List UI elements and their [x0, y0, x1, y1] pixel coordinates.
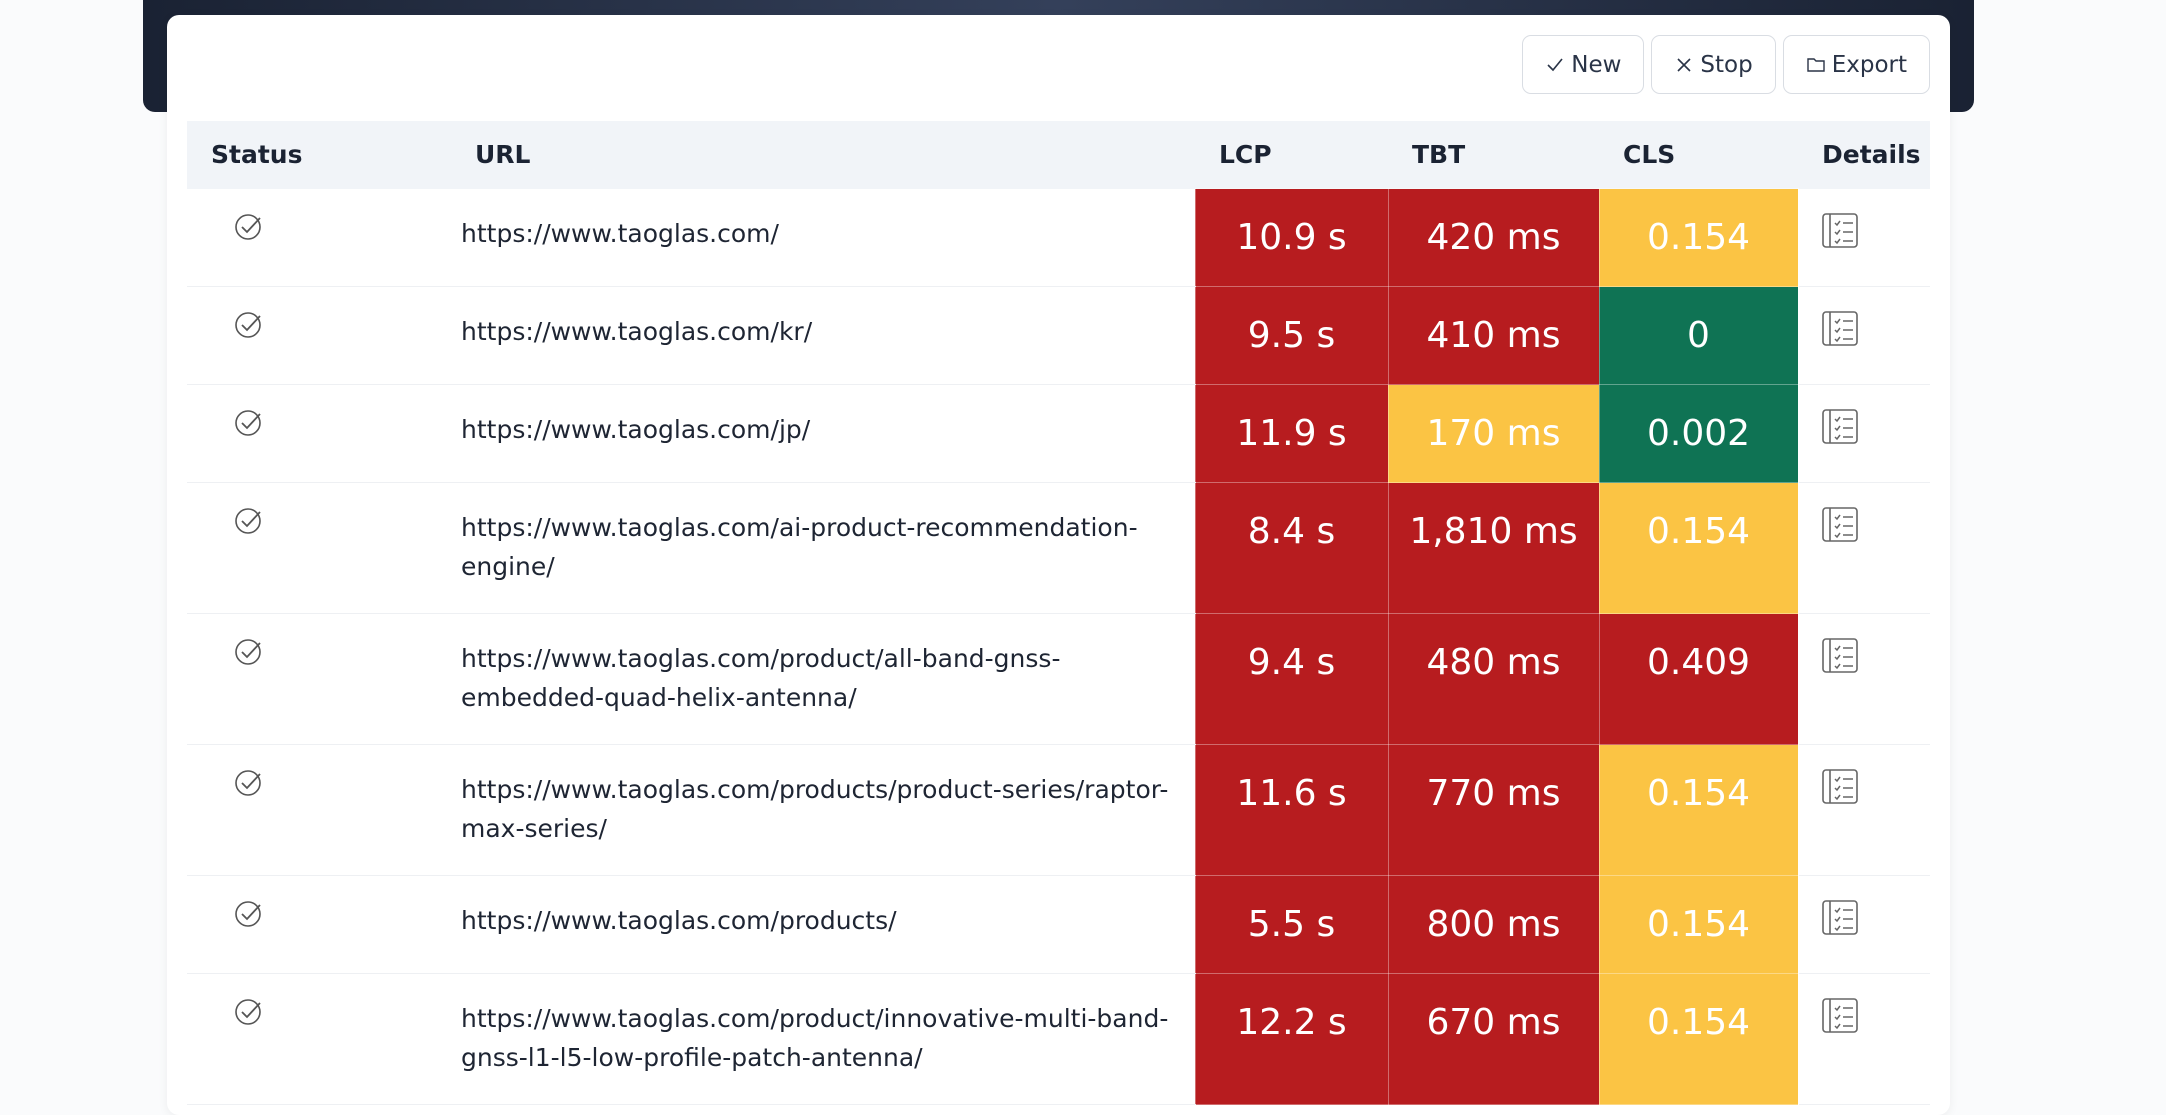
cls-cell: 0.154	[1598, 875, 1799, 974]
status-cell	[187, 482, 451, 614]
status-icon	[235, 999, 261, 1025]
details-icon[interactable]	[1821, 211, 1861, 251]
column-header: Status	[187, 121, 451, 189]
details-cell	[1798, 384, 1930, 483]
url-cell: https://www.taoglas.com/products/	[451, 875, 1195, 974]
column-header: URL	[451, 121, 1195, 189]
header-row: Status URL LCP TBT CLS Details	[187, 121, 1930, 189]
column-header: TBT	[1388, 121, 1599, 189]
status-icon	[235, 410, 261, 436]
url-cell: https://www.taoglas.com/kr/	[451, 286, 1195, 385]
status-icon	[235, 639, 261, 665]
url-cell: https://www.taoglas.com/product/innovati…	[451, 973, 1195, 1105]
status-cell	[187, 744, 451, 876]
details-cell	[1798, 875, 1930, 974]
status-cell	[187, 188, 451, 287]
new-button[interactable]: New	[1522, 35, 1645, 94]
result-row: https://www.taoglas.com/ai-product-recom…	[187, 482, 1930, 614]
button-label: Export	[1831, 51, 1907, 78]
page: New Stop Export Status URL LCP TBT CLS Detail…	[143, 0, 1974, 1105]
status-cell	[187, 973, 451, 1105]
result-row: https://www.taoglas.com/kr/9.5 s 410 ms 0	[187, 286, 1930, 385]
button-label: Stop	[1700, 51, 1753, 78]
cls-cell: 0.002	[1598, 384, 1799, 483]
tbt-cell: 170 ms	[1387, 384, 1600, 483]
url-cell: https://www.taoglas.com/ai-product-recom…	[451, 482, 1195, 614]
result-row: https://www.taoglas.com/product/innovati…	[187, 973, 1930, 1105]
folder-icon	[1807, 57, 1825, 72]
results-card: New Stop Export Status URL LCP TBT CLS Detail…	[167, 15, 1950, 1115]
tbt-cell: 670 ms	[1387, 973, 1600, 1105]
url-cell: https://www.taoglas.com/	[451, 188, 1195, 287]
url-cell: https://www.taoglas.com/product/all-band…	[451, 613, 1195, 745]
result-row: https://www.taoglas.com/products/product…	[187, 744, 1930, 876]
toolbar: New Stop Export	[1522, 35, 1930, 94]
result-row: https://www.taoglas.com/10.9 s 420 ms 0.15…	[187, 188, 1930, 287]
details-cell	[1798, 973, 1930, 1105]
details-cell	[1798, 188, 1930, 287]
status-icon	[235, 508, 261, 534]
results-table: Status URL LCP TBT CLS Details https://www.ta…	[187, 121, 1930, 1105]
lcp-cell: 11.9 s	[1194, 384, 1389, 483]
result-row: https://www.taoglas.com/jp/11.9 s 170 ms 0…	[187, 384, 1930, 483]
lcp-cell: 11.6 s	[1194, 744, 1389, 876]
tbt-cell: 410 ms	[1387, 286, 1600, 385]
result-row: https://www.taoglas.com/products/5.5 s 80…	[187, 875, 1930, 974]
url-cell: https://www.taoglas.com/jp/	[451, 384, 1195, 483]
cls-cell: 0	[1598, 286, 1799, 385]
cls-cell: 0.154	[1598, 482, 1799, 614]
details-cell	[1798, 482, 1930, 614]
details-icon[interactable]	[1821, 309, 1861, 349]
cls-cell: 0.154	[1598, 973, 1799, 1105]
details-icon[interactable]	[1821, 636, 1861, 676]
cls-cell: 0.154	[1598, 188, 1799, 287]
tbt-cell: 480 ms	[1387, 613, 1600, 745]
lcp-cell: 9.5 s	[1194, 286, 1389, 385]
status-cell	[187, 613, 451, 745]
column-header: Details	[1798, 121, 1930, 189]
lcp-cell: 8.4 s	[1194, 482, 1389, 614]
tbt-cell: 770 ms	[1387, 744, 1600, 876]
details-icon[interactable]	[1821, 996, 1861, 1036]
tbt-cell: 420 ms	[1387, 188, 1600, 287]
stop-button[interactable]: Stop	[1651, 35, 1776, 94]
details-cell	[1798, 744, 1930, 876]
button-label: New	[1571, 51, 1622, 78]
status-icon	[235, 770, 261, 796]
tbt-cell: 1,810 ms	[1387, 482, 1600, 614]
details-icon[interactable]	[1821, 767, 1861, 807]
cls-cell: 0.409	[1598, 613, 1799, 745]
column-header: CLS	[1599, 121, 1798, 189]
export-button[interactable]: Export	[1782, 35, 1930, 94]
details-cell	[1798, 286, 1930, 385]
lcp-cell: 5.5 s	[1194, 875, 1389, 974]
status-cell	[187, 875, 451, 974]
lcp-cell: 10.9 s	[1194, 188, 1389, 287]
details-icon[interactable]	[1821, 505, 1861, 545]
result-row: https://www.taoglas.com/product/all-band…	[187, 613, 1930, 745]
status-icon	[235, 901, 261, 927]
column-header: LCP	[1195, 121, 1388, 189]
lcp-cell: 12.2 s	[1194, 973, 1389, 1105]
details-icon[interactable]	[1821, 898, 1861, 938]
cls-cell: 0.154	[1598, 744, 1799, 876]
details-icon[interactable]	[1821, 407, 1861, 447]
status-cell	[187, 286, 451, 385]
check-icon	[1547, 57, 1563, 71]
details-cell	[1798, 613, 1930, 745]
close-icon	[1677, 57, 1691, 72]
tbt-cell: 800 ms	[1387, 875, 1600, 974]
status-icon	[235, 213, 261, 240]
table-body: https://www.taoglas.com/10.9 s 420 ms 0.15…	[187, 188, 1930, 1105]
status-icon	[235, 312, 261, 338]
status-cell	[187, 384, 451, 483]
lcp-cell: 9.4 s	[1194, 613, 1389, 745]
url-cell: https://www.taoglas.com/products/product…	[451, 744, 1195, 876]
